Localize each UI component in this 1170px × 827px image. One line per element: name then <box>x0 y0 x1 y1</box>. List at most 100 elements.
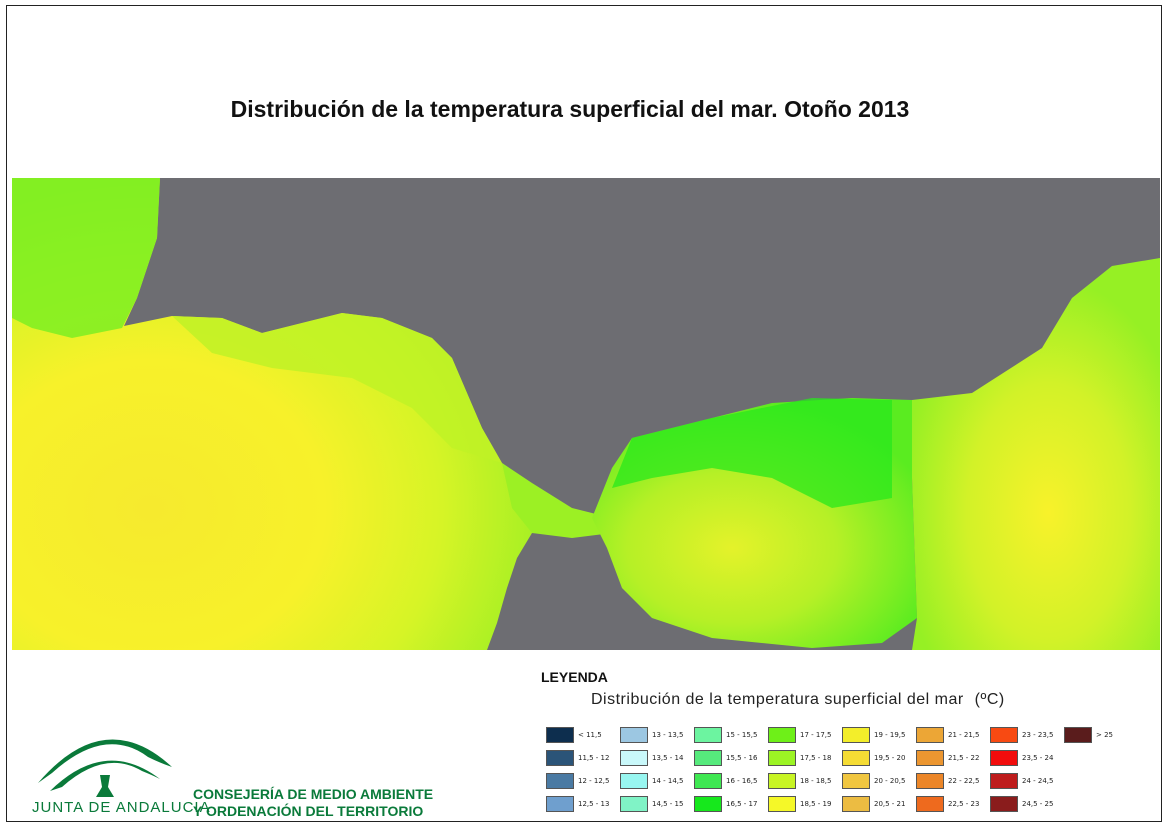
legend-unit: (ºC) <box>974 691 1005 708</box>
legend-swatch <box>768 772 796 789</box>
legend-swatch <box>620 772 648 789</box>
legend-item: 20,5 - 21 <box>842 795 905 812</box>
legend-item: 14,5 - 15 <box>620 795 683 812</box>
legend-item: 17 - 17,5 <box>768 726 831 743</box>
legend-label: 23,5 - 24 <box>1022 753 1054 762</box>
legend-item: 12 - 12,5 <box>546 772 609 789</box>
legend-swatch <box>916 749 944 766</box>
legend-label: 19 - 19,5 <box>874 730 906 739</box>
legend-label: 20,5 - 21 <box>874 799 906 808</box>
legend-label: 17,5 - 18 <box>800 753 832 762</box>
institution-line-2: Y ORDENACIÓN DEL TERRITORIO <box>193 803 424 819</box>
legend-swatch <box>768 795 796 812</box>
legend-item: 23,5 - 24 <box>990 749 1053 766</box>
legend-label: 17 - 17,5 <box>800 730 832 739</box>
legend-label: 21,5 - 22 <box>948 753 980 762</box>
legend-swatch <box>620 749 648 766</box>
balearic-sea <box>912 258 1160 650</box>
page-title: Distribución de la temperatura superfici… <box>230 96 910 122</box>
legend-label: 18,5 - 19 <box>800 799 832 808</box>
legend-swatch <box>694 749 722 766</box>
legend-item: 19,5 - 20 <box>842 749 905 766</box>
legend-item: > 25 <box>1064 726 1113 743</box>
junta-logo <box>38 739 172 797</box>
legend-label: 14 - 14,5 <box>652 776 684 785</box>
legend-swatch <box>990 749 1018 766</box>
legend-label: 12 - 12,5 <box>578 776 610 785</box>
legend-swatch <box>916 795 944 812</box>
legend-item: 19 - 19,5 <box>842 726 905 743</box>
legend-label: 13,5 - 14 <box>652 753 684 762</box>
legend-item: 13 - 13,5 <box>620 726 683 743</box>
legend-swatch <box>694 726 722 743</box>
legend-swatch <box>842 795 870 812</box>
map-frame <box>6 5 1162 822</box>
alboran-green-core <box>612 398 892 508</box>
legend-heading: LEYENDA <box>541 669 608 685</box>
legend-item: 24 - 24,5 <box>990 772 1053 789</box>
legend-subtitle-text: Distribución de la temperatura superfici… <box>591 691 964 708</box>
legend-label: > 25 <box>1096 730 1113 739</box>
legend-label: 23 - 23,5 <box>1022 730 1054 739</box>
legend-label: 16 - 16,5 <box>726 776 758 785</box>
legend-swatch <box>916 726 944 743</box>
gulf-band <box>172 313 502 463</box>
legend-label: 13 - 13,5 <box>652 730 684 739</box>
legend-swatch <box>990 772 1018 789</box>
legend-label: 12,5 - 13 <box>578 799 610 808</box>
legend-item: 15 - 15,5 <box>694 726 757 743</box>
strait <box>502 463 612 538</box>
legend-swatch <box>694 772 722 789</box>
legend-swatch <box>768 749 796 766</box>
sst-map <box>12 178 1160 650</box>
legend-subtitle: Distribución de la temperatura superfici… <box>591 691 1005 709</box>
coastal-band <box>12 178 160 338</box>
legend-grid: < 11,5 11,5 - 12 12 - 12,5 12,5 - 13 13 - 13… <box>546 726 1126 818</box>
legend-item: 17,5 - 18 <box>768 749 831 766</box>
legend-swatch <box>620 795 648 812</box>
legend-item: 18,5 - 19 <box>768 795 831 812</box>
legend-item: 21,5 - 22 <box>916 749 979 766</box>
legend-item: 12,5 - 13 <box>546 795 609 812</box>
legend-label: 24 - 24,5 <box>1022 776 1054 785</box>
legend-swatch <box>546 772 574 789</box>
institution-line-1: CONSEJERÍA DE MEDIO AMBIENTE <box>193 786 434 802</box>
legend-label: 18 - 18,5 <box>800 776 832 785</box>
legend-label: 11,5 - 12 <box>578 753 610 762</box>
legend-swatch <box>620 726 648 743</box>
legend-item: 24,5 - 25 <box>990 795 1053 812</box>
legend-item: 22 - 22,5 <box>916 772 979 789</box>
logo-text: JUNTA DE ANDALUCIA <box>32 799 211 816</box>
legend-item: 14 - 14,5 <box>620 772 683 789</box>
legend-item: 13,5 - 14 <box>620 749 683 766</box>
legend-item: 15,5 - 16 <box>694 749 757 766</box>
legend-swatch <box>842 726 870 743</box>
legend-label: 22,5 - 23 <box>948 799 980 808</box>
legend-label: 21 - 21,5 <box>948 730 980 739</box>
legend-label: 22 - 22,5 <box>948 776 980 785</box>
legend-item: 22,5 - 23 <box>916 795 979 812</box>
legend-swatch <box>694 795 722 812</box>
legend-label: 19,5 - 20 <box>874 753 906 762</box>
legend-swatch <box>842 749 870 766</box>
legend-label: 15 - 15,5 <box>726 730 758 739</box>
legend-label: 16,5 - 17 <box>726 799 758 808</box>
legend-label: 14,5 - 15 <box>652 799 684 808</box>
legend-label: 24,5 - 25 <box>1022 799 1054 808</box>
legend-swatch <box>546 749 574 766</box>
legend-item: 20 - 20,5 <box>842 772 905 789</box>
legend-swatch <box>842 772 870 789</box>
legend-item: 21 - 21,5 <box>916 726 979 743</box>
legend-swatch <box>768 726 796 743</box>
legend-label: 20 - 20,5 <box>874 776 906 785</box>
legend-label: < 11,5 <box>578 730 602 739</box>
legend-item: 16 - 16,5 <box>694 772 757 789</box>
legend-swatch <box>1064 726 1092 743</box>
legend-item: 11,5 - 12 <box>546 749 609 766</box>
legend-swatch <box>990 726 1018 743</box>
legend-item: 23 - 23,5 <box>990 726 1053 743</box>
legend-label: 15,5 - 16 <box>726 753 758 762</box>
legend-item: 16,5 - 17 <box>694 795 757 812</box>
legend-swatch <box>546 726 574 743</box>
legend-swatch <box>990 795 1018 812</box>
